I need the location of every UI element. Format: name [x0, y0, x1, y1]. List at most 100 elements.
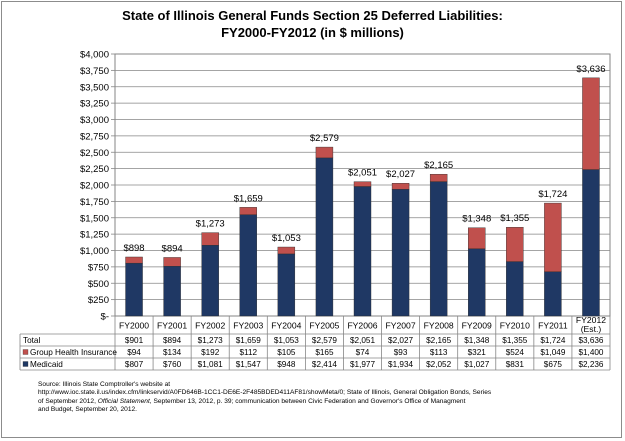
bar-segment — [125, 256, 143, 264]
bar-segment — [163, 266, 181, 317]
bar-segment — [391, 183, 410, 190]
total-data-label: $1,273 — [196, 219, 225, 230]
y-tick-label: $4,000 — [80, 50, 109, 61]
total-data-label: $1,724 — [538, 189, 567, 200]
table-row-label: Group Health Insurance — [30, 348, 117, 357]
y-tick-label: $2,250 — [80, 164, 109, 175]
x-tick-label: FY2007 — [386, 321, 416, 331]
table-cell: $1,934 — [388, 360, 413, 369]
table-cell: $93 — [394, 348, 408, 357]
y-tick-label: $2,500 — [80, 148, 109, 159]
source-line-3-start: of September 2012, — [38, 397, 98, 405]
y-tick-label: $750 — [88, 262, 109, 273]
table-cell: $807 — [125, 360, 144, 369]
bar-segment — [544, 202, 562, 272]
table-cell: $760 — [163, 360, 182, 369]
y-tick-label: $2,000 — [80, 181, 109, 192]
total-data-label: $1,355 — [500, 213, 529, 224]
y-tick-label: $2,750 — [80, 131, 109, 142]
table-row-label: Medicaid — [30, 360, 63, 369]
y-tick-label: $3,250 — [80, 99, 109, 110]
y-tick-label: $1,250 — [80, 230, 109, 241]
table-cell: $1,659 — [236, 336, 261, 345]
y-tick-label: $3,000 — [80, 115, 109, 126]
table-cell: $2,236 — [578, 360, 603, 369]
bar-segment — [163, 257, 181, 267]
x-tick-label: FY2002 — [195, 321, 225, 331]
bar-segment — [201, 244, 219, 317]
y-tick-label: $250 — [88, 295, 109, 306]
table-cell: $1,355 — [502, 336, 527, 345]
bar-segment — [315, 146, 334, 159]
total-data-label: $2,165 — [424, 160, 453, 171]
total-data-label: $2,579 — [310, 133, 339, 144]
chart-title: State of Illinois General Funds Section … — [122, 8, 503, 23]
total-data-label: $894 — [162, 243, 183, 254]
bar-segment — [506, 227, 524, 262]
bar-segment — [353, 181, 372, 187]
bar-segment — [239, 207, 257, 215]
total-data-label: $2,027 — [386, 169, 415, 180]
bar-segment — [315, 157, 334, 317]
x-tick-label: FY2010 — [500, 321, 530, 331]
total-data-label: $1,348 — [462, 214, 491, 225]
y-tick-label: $1,000 — [80, 246, 109, 257]
bar-segment — [277, 246, 296, 255]
table-cell: $1,027 — [464, 360, 489, 369]
bar-segment — [429, 173, 448, 182]
bar-segment — [239, 214, 257, 317]
bar-segment — [353, 186, 372, 317]
x-tick-label: FY2001 — [157, 321, 187, 331]
legend-key — [22, 349, 29, 355]
table-cell: $3,636 — [578, 336, 603, 345]
table-cell: $134 — [163, 348, 182, 357]
table-row-label: Total — [23, 336, 40, 345]
source-line-4: and Budget, September 20, 2012. — [38, 406, 137, 414]
x-tick-label: FY2012 (Est.) — [576, 315, 606, 334]
bar-segment — [391, 189, 410, 317]
bar-segment — [582, 77, 600, 170]
source-line-3-end: , September 13, 2012, p. 39; communicati… — [149, 397, 466, 405]
y-tick-label: $1,500 — [80, 213, 109, 224]
table-cell: $524 — [506, 348, 525, 357]
table-cell: $1,724 — [540, 336, 565, 345]
table-cell: $2,052 — [426, 360, 451, 369]
table-cell: $192 — [201, 348, 220, 357]
table-cell: $105 — [277, 348, 296, 357]
bar-segment — [544, 271, 562, 317]
x-tick-label: FY2005 — [309, 321, 339, 331]
table-cell: $2,165 — [426, 336, 451, 345]
table-cell: $74 — [356, 348, 370, 357]
table-cell: $2,579 — [312, 336, 337, 345]
x-tick-label: FY2004 — [271, 321, 301, 331]
bar-segment — [506, 261, 524, 317]
table-cell: $894 — [163, 336, 182, 345]
y-tick-label: $- — [101, 312, 109, 323]
table-cell: $1,053 — [274, 336, 299, 345]
table-cell: $2,027 — [388, 336, 413, 345]
chart-subtitle: FY2000-FY2012 (in $ millions) — [221, 25, 404, 40]
bar-segment — [468, 227, 486, 249]
x-tick-label: FY2003 — [233, 321, 263, 331]
bar-segment — [277, 253, 296, 317]
total-data-label: $898 — [123, 243, 144, 254]
table-cell: $1,049 — [540, 348, 565, 357]
table-cell: $675 — [544, 360, 563, 369]
y-tick-label: $3,750 — [80, 66, 109, 77]
y-tick-label: $500 — [88, 279, 109, 290]
bar-segment — [582, 169, 600, 317]
y-tick-label: $3,500 — [80, 82, 109, 93]
table-cell: $1,400 — [578, 348, 603, 357]
table-cell: $112 — [239, 348, 257, 357]
table-cell: $948 — [277, 360, 296, 369]
table-cell: $2,051 — [350, 336, 375, 345]
table-cell: $1,547 — [236, 360, 261, 369]
bar-segment — [201, 232, 219, 246]
total-data-label: $2,051 — [348, 168, 377, 179]
bar-segment — [429, 181, 448, 317]
x-tick-label: FY2008 — [424, 321, 454, 331]
total-data-label: $1,053 — [272, 233, 301, 244]
source-line-2: http://www.ioc.state.il.us/index.cfm/lin… — [38, 389, 492, 397]
bar-segment — [468, 248, 486, 317]
